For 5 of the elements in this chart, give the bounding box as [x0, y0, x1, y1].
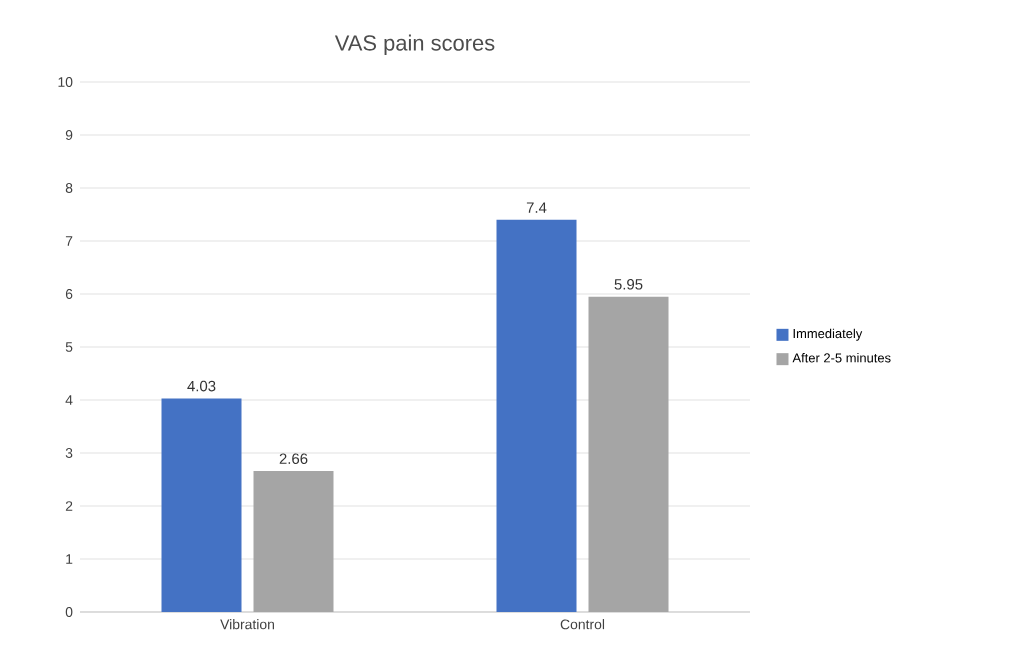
bar [161, 398, 242, 612]
bar [496, 219, 577, 612]
bar [588, 296, 669, 612]
chart-title: VAS pain scores [334, 34, 495, 56]
bar [253, 471, 334, 612]
